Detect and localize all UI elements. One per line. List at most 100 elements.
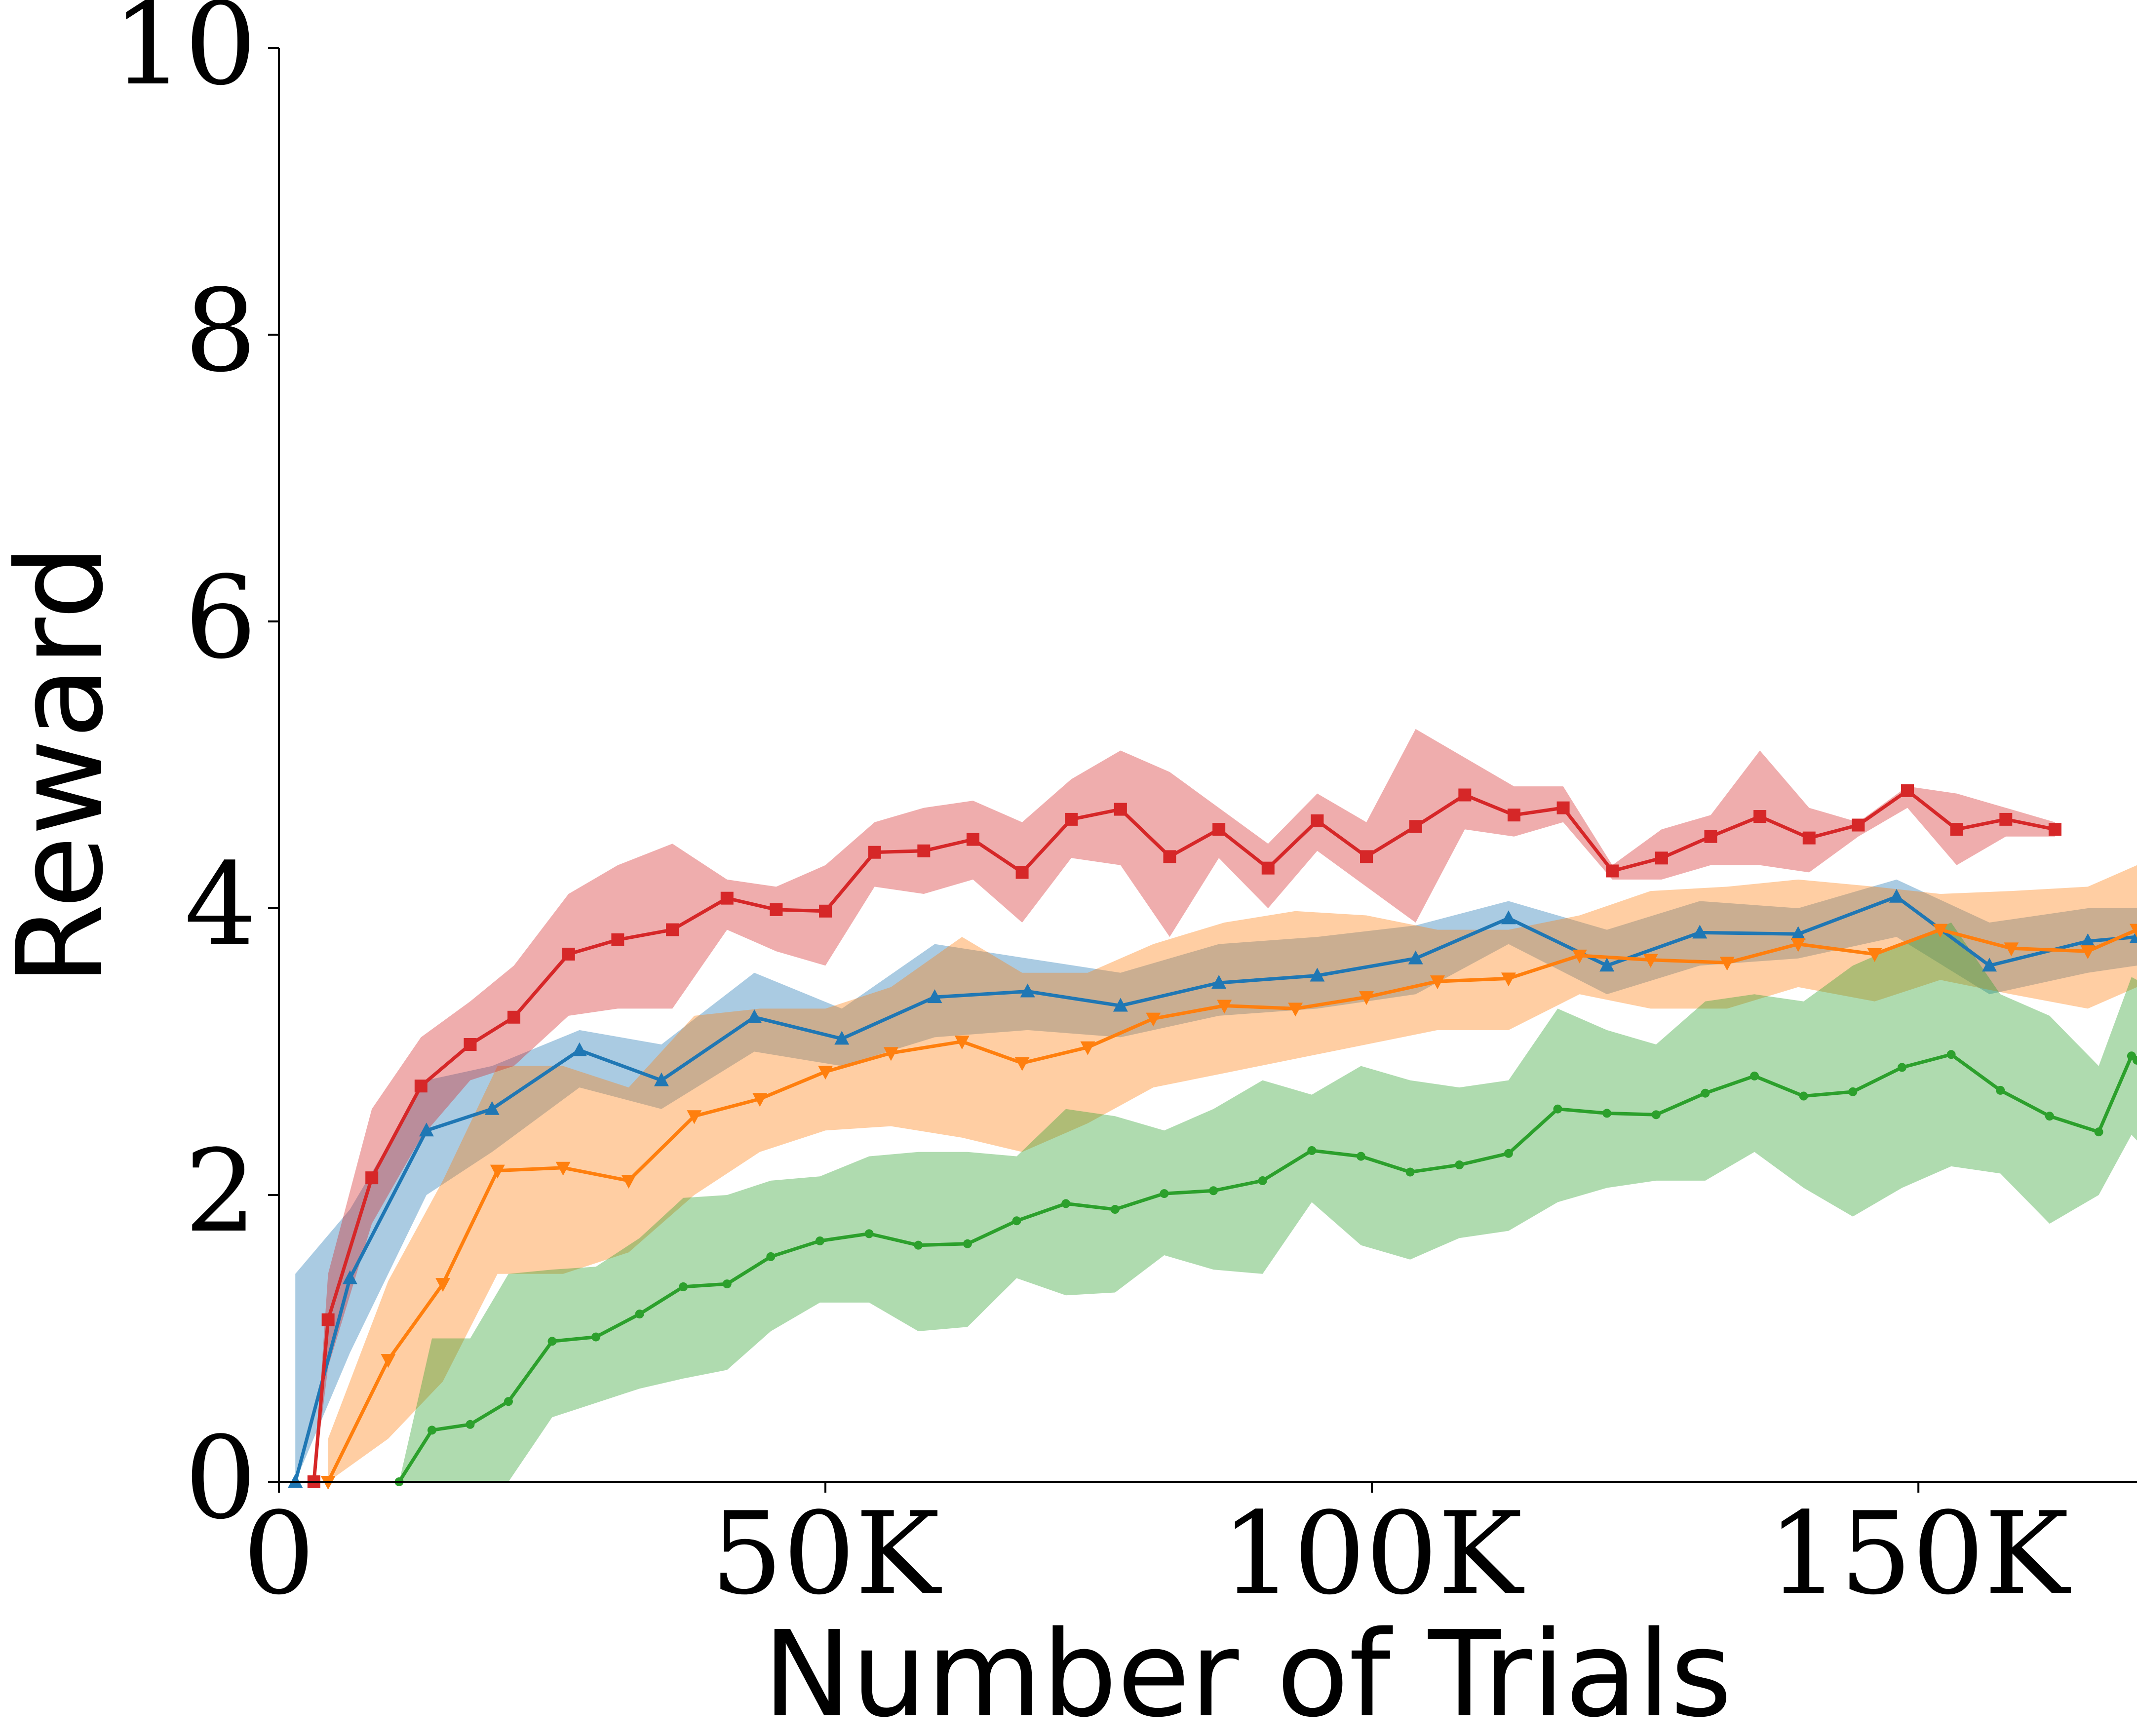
point-series-0 — [1501, 910, 1516, 925]
point-series-2 — [427, 1426, 436, 1435]
point-series-3 — [1802, 831, 1816, 845]
point-series-3 — [1556, 801, 1570, 814]
band-series-3 — [313, 729, 2055, 1482]
point-series-2 — [1209, 1186, 1218, 1196]
point-series-3 — [1163, 850, 1176, 863]
point-series-3 — [414, 1080, 427, 1093]
point-series-3 — [1261, 861, 1275, 875]
point-series-3 — [1655, 851, 1668, 865]
point-series-2 — [1701, 1088, 1710, 1098]
point-series-3 — [1360, 850, 1373, 863]
point-series-2 — [864, 1229, 874, 1238]
point-series-2 — [1160, 1189, 1169, 1198]
point-series-1 — [555, 1161, 571, 1176]
point-series-3 — [507, 1010, 521, 1024]
point-series-3 — [917, 844, 931, 857]
point-series-2 — [504, 1397, 513, 1406]
point-series-2 — [1946, 1050, 1956, 1059]
point-series-2 — [547, 1337, 557, 1346]
x-tick-label: 100K — [1221, 1488, 1525, 1620]
point-series-3 — [1114, 803, 1127, 816]
x-axis-label: Number of Trials — [763, 1605, 1732, 1736]
point-series-3 — [720, 891, 734, 905]
point-series-2 — [1504, 1149, 1513, 1158]
point-series-2 — [635, 1310, 644, 1319]
point-series-2 — [914, 1240, 923, 1250]
point-series-1 — [490, 1164, 505, 1179]
line-series-0 — [293, 895, 2137, 1482]
point-series-1 — [818, 1066, 833, 1080]
point-series-0 — [1211, 975, 1227, 989]
point-series-1 — [621, 1174, 636, 1189]
point-series-1 — [1014, 1057, 1030, 1071]
point-series-1 — [1359, 991, 1374, 1005]
y-tick-label: 6 — [185, 552, 257, 684]
point-series-2 — [1061, 1199, 1071, 1208]
point-series-0 — [342, 1270, 357, 1284]
point-series-0 — [1408, 950, 1423, 964]
point-series-2 — [1012, 1216, 1021, 1226]
point-series-1 — [2130, 924, 2137, 938]
point-series-1 — [381, 1354, 396, 1368]
x-tick-label: 0 — [243, 1488, 315, 1620]
point-series-3 — [1753, 810, 1767, 823]
point-series-0 — [1113, 998, 1128, 1012]
point-series-3 — [966, 833, 979, 846]
point-series-1 — [2080, 945, 2096, 960]
point-series-0 — [834, 1031, 850, 1045]
point-series-2 — [2094, 1127, 2103, 1137]
point-series-2 — [591, 1332, 601, 1342]
point-series-1 — [1430, 975, 1445, 990]
point-series-3 — [1950, 823, 1963, 836]
tick-labels: 0 2 4 6 8 10 0 50K 100K 150K — [112, 0, 2071, 1620]
point-series-0 — [572, 1042, 587, 1056]
point-series-3 — [868, 846, 881, 859]
point-series-2 — [1307, 1146, 1317, 1155]
point-series-0 — [484, 1101, 500, 1115]
point-series-2 — [1848, 1087, 1858, 1096]
point-series-3 — [611, 933, 624, 946]
point-series-0 — [1790, 926, 1806, 940]
point-series-2 — [1750, 1071, 1759, 1080]
y-tick-label: 10 — [112, 0, 257, 111]
y-axis-label: Reward — [0, 544, 129, 986]
point-series-1 — [435, 1278, 451, 1292]
point-series-3 — [1458, 788, 1472, 802]
point-series-2 — [1553, 1104, 1562, 1114]
point-series-3 — [562, 947, 575, 961]
series-markers — [288, 784, 2137, 1490]
point-series-3 — [1212, 823, 1226, 836]
point-series-0 — [1020, 983, 1035, 998]
point-series-1 — [687, 1110, 702, 1124]
x-tick-label: 50K — [711, 1488, 942, 1620]
point-series-1 — [2004, 942, 2019, 957]
y-tick-label: 4 — [185, 839, 257, 971]
band-series-0 — [295, 879, 2137, 1482]
y-tick-label: 8 — [185, 266, 257, 397]
point-series-2 — [815, 1236, 824, 1245]
point-series-2 — [466, 1420, 475, 1429]
point-series-1 — [1719, 957, 1735, 971]
point-series-2 — [1602, 1109, 1612, 1118]
point-series-2 — [1110, 1205, 1120, 1214]
point-series-1 — [883, 1047, 898, 1061]
band-series-1 — [328, 865, 2137, 1482]
point-series-2 — [1799, 1091, 1808, 1101]
point-series-3 — [1901, 784, 1914, 797]
x-tick-label: 150K — [1768, 1488, 2071, 1620]
point-series-3 — [819, 904, 832, 918]
point-series-3 — [365, 1171, 379, 1185]
point-series-2 — [1651, 1110, 1661, 1119]
point-series-0 — [419, 1122, 434, 1137]
point-series-3 — [1852, 818, 1865, 832]
point-series-2 — [2133, 1055, 2137, 1065]
point-series-1 — [1288, 1003, 1303, 1017]
y-tick-label: 2 — [185, 1126, 257, 1258]
point-series-3 — [770, 903, 783, 916]
point-series-2 — [1455, 1160, 1464, 1169]
point-series-0 — [2080, 933, 2096, 947]
point-series-2 — [1356, 1152, 1365, 1161]
point-series-0 — [747, 1009, 762, 1023]
point-series-3 — [1999, 812, 2013, 826]
